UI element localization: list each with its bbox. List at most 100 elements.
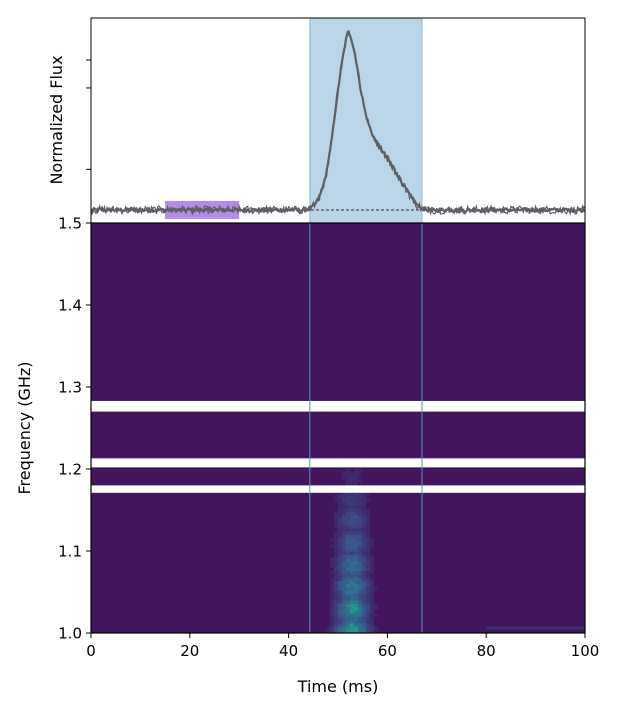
spectrum-cell xyxy=(365,564,370,568)
spectrum-cell xyxy=(369,619,374,624)
spectrum-cell xyxy=(373,613,378,617)
spectrum-cell xyxy=(334,593,339,598)
spectrum-cell xyxy=(353,541,359,545)
spectrum-cell xyxy=(365,511,370,516)
spectrum-cell xyxy=(369,606,374,611)
spectrum-cell xyxy=(357,626,363,630)
spectrum-cell xyxy=(330,583,335,588)
spectrum-cell xyxy=(353,596,359,601)
spectrum-cell xyxy=(365,560,370,565)
spectrum-cell xyxy=(357,570,363,575)
spectrum-cell xyxy=(342,528,347,532)
spectrum-cell xyxy=(345,567,351,571)
y-tick-label: 1.3 xyxy=(58,379,82,397)
spectrum-cell xyxy=(353,475,359,480)
spectrum-cell xyxy=(342,537,347,542)
spectrum-cell xyxy=(338,508,343,512)
spectrum-cell xyxy=(353,478,359,483)
spectrum-cell xyxy=(353,492,359,496)
spectrum-cell xyxy=(369,596,374,601)
spectrum-cell xyxy=(334,626,339,630)
spectrum-cell xyxy=(361,564,366,568)
spectrum-cell xyxy=(365,613,370,617)
spectrum-cell xyxy=(353,560,359,565)
spectrum-cell xyxy=(349,554,355,558)
spectrum-cell xyxy=(338,547,343,552)
spectrum-cell xyxy=(353,498,359,503)
spectrum-cell xyxy=(342,596,347,601)
spectrum-cell xyxy=(334,596,339,601)
spectrum-cell xyxy=(338,505,343,509)
spectrum-cell xyxy=(353,505,359,509)
spectrum-cell xyxy=(349,590,355,594)
spectrum-cell xyxy=(357,623,363,627)
spectrum-cell xyxy=(330,619,335,624)
spectrum-cell xyxy=(349,626,355,630)
spectrum-cell xyxy=(369,610,374,614)
spectrum-cell xyxy=(330,613,335,617)
spectrum-cell xyxy=(349,521,355,526)
spectrum-cell xyxy=(338,619,343,624)
spectrum-cell xyxy=(357,551,363,555)
spectrum-cell xyxy=(345,478,351,483)
spectrum-cell xyxy=(330,606,335,611)
spectrum-cell xyxy=(353,482,359,486)
spectrum-cell xyxy=(353,574,359,578)
spectrum-cell xyxy=(338,570,343,575)
spectrum-cell xyxy=(349,564,355,568)
spectrum-cell xyxy=(342,574,347,578)
spectrum-cell xyxy=(342,610,347,614)
spectrum-cell xyxy=(349,541,355,545)
spectrum-cell xyxy=(361,524,366,529)
spectrum-cell xyxy=(361,567,366,571)
spectrum-cell xyxy=(349,574,355,578)
spectrum-cell xyxy=(330,570,335,575)
spectrum-cell xyxy=(357,610,363,614)
spectrum-cell xyxy=(357,498,363,503)
spectrum-cell xyxy=(345,524,351,529)
spectrum-cell xyxy=(338,567,343,571)
spectrum-cell xyxy=(342,505,347,509)
spectrum-cell xyxy=(365,567,370,571)
spectrum-cell xyxy=(361,587,366,591)
spectrum-cell xyxy=(338,560,343,565)
spectrum-cell xyxy=(361,590,366,594)
spectrum-cell xyxy=(365,610,370,614)
spectrum-cell xyxy=(342,498,347,503)
spectrum-cell xyxy=(361,495,366,499)
spectrum-cell xyxy=(345,528,351,532)
spectrum-cell xyxy=(345,537,351,542)
spectrum-cell xyxy=(361,616,366,621)
spectrum-cell xyxy=(361,619,366,624)
spectrum-cell xyxy=(338,521,343,526)
spectrum-cell xyxy=(342,603,347,608)
spectrum-cell xyxy=(349,534,355,539)
spectrum-cell xyxy=(345,596,351,601)
spectrum-cell xyxy=(345,610,351,614)
spectrum-cell xyxy=(361,593,366,598)
spectrum-cell xyxy=(338,551,343,555)
spectrum-cell xyxy=(334,577,339,581)
spectrum-cell xyxy=(361,577,366,581)
spectrum-cell xyxy=(334,623,339,627)
spectrum-cell xyxy=(342,541,347,545)
top-shaded-regions xyxy=(165,18,423,223)
spectrum-cell xyxy=(334,600,339,604)
spectrum-cell xyxy=(345,511,351,516)
spectrum-cell xyxy=(342,606,347,611)
spectrum-cell xyxy=(338,557,343,562)
masked-band xyxy=(91,458,585,468)
spectrum-cell xyxy=(357,593,363,598)
top-y-ticks xyxy=(86,59,91,170)
spectrum-cell xyxy=(330,564,335,568)
spectrum-cell xyxy=(349,537,355,542)
spectrum-cell xyxy=(345,544,351,548)
spectrum-cell xyxy=(369,616,374,621)
spectrum-cell xyxy=(342,583,347,588)
spectrum-cell xyxy=(334,564,339,568)
spectrum-cell xyxy=(365,514,370,519)
spectrum-cell xyxy=(338,593,343,598)
spectrum-cell xyxy=(361,574,366,578)
spectrum-cell xyxy=(345,583,351,588)
